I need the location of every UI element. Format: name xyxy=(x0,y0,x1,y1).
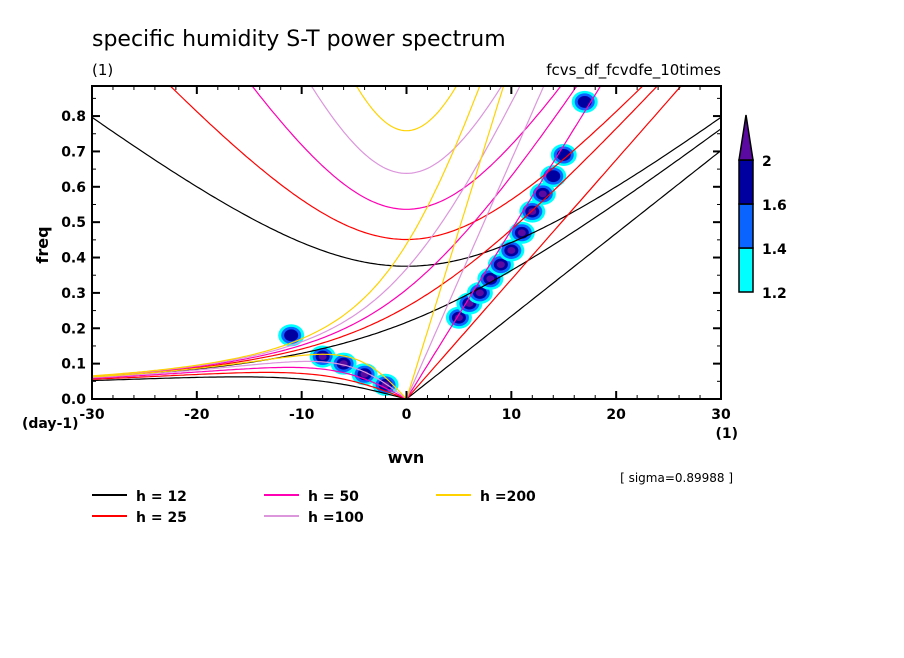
y-tick-label: 0.4 xyxy=(61,251,86,267)
y-tick-label: 0.3 xyxy=(61,286,86,302)
spectral-peak xyxy=(496,261,505,269)
y-unit-label: (day-1) xyxy=(22,416,79,432)
spectral-peak xyxy=(507,247,516,254)
dispersion-rossby-h25 xyxy=(92,371,407,399)
colorbar-segment xyxy=(738,247,754,293)
spectral-peak xyxy=(577,95,592,108)
x-tick-label: 0 xyxy=(402,407,412,423)
dispersion-ig-h100 xyxy=(310,86,503,175)
subtitle-right: fcvs_df_fcvdfe_10times xyxy=(546,61,721,80)
legend-label: h = 50 xyxy=(308,489,359,505)
colorbar-segment xyxy=(738,159,754,205)
legend-label: h = 25 xyxy=(136,510,187,526)
y-tick-label: 0.6 xyxy=(61,180,86,196)
spectrum-field xyxy=(278,90,598,396)
dispersion-mrg-h50 xyxy=(92,86,578,377)
spectral-peak xyxy=(517,229,526,237)
x-tick-label: 10 xyxy=(502,407,522,423)
dispersion-rossby-h12 xyxy=(92,376,407,399)
legend-label: h =100 xyxy=(308,510,364,526)
dispersion-mrg-h25 xyxy=(92,86,659,378)
spectral-peak xyxy=(284,329,299,342)
legend-label: h =200 xyxy=(480,489,536,505)
dispersion-rossby-h100 xyxy=(92,360,407,399)
dispersion-ig-h25 xyxy=(169,86,644,241)
x-tick-label: -30 xyxy=(79,407,105,423)
y-tick-label: 0.0 xyxy=(61,392,86,408)
spectral-peak xyxy=(538,190,547,198)
dispersion-curves xyxy=(92,86,721,399)
dispersion-kelvin-h100 xyxy=(405,86,545,399)
x-tick-label: 20 xyxy=(606,407,626,423)
plot-frame xyxy=(91,85,722,400)
spectral-peak xyxy=(528,208,537,215)
dispersion-mrg-h100 xyxy=(92,86,521,377)
colorbar-label: 1.6 xyxy=(762,198,787,214)
spectral-peak xyxy=(546,170,561,183)
dispersion-ig-h200 xyxy=(355,86,458,132)
y-tick-label: 0.7 xyxy=(61,144,86,160)
y-tick-label: 0.8 xyxy=(61,109,86,125)
legend-label: h = 12 xyxy=(136,489,187,505)
x-tick-label: -10 xyxy=(289,407,315,423)
dispersion-ig-h12 xyxy=(92,116,721,267)
x-unit-label: (1) xyxy=(715,426,738,442)
colorbar: 1.2 1.4 1.6 2 xyxy=(738,114,787,302)
colorbar-label: 2 xyxy=(762,154,772,170)
dispersion-mrg-h12 xyxy=(92,128,721,378)
dispersion-kelvin-h200 xyxy=(405,86,505,399)
dispersion-kelvin-h50 xyxy=(405,86,602,399)
colorbar-label: 1.4 xyxy=(762,242,787,258)
y-tick-label: 0.2 xyxy=(61,321,86,337)
x-axis-label: wvn xyxy=(388,448,425,467)
x-tick-label: 30 xyxy=(711,407,731,423)
y-tick-label: 0.1 xyxy=(61,357,86,373)
colorbar-segment xyxy=(738,203,754,249)
spectral-peak xyxy=(475,289,484,297)
subtitle-left: (1) xyxy=(92,61,113,79)
dispersion-kelvin-h25 xyxy=(406,86,682,399)
dispersion-rossby-h200 xyxy=(92,353,407,399)
spectral-peak xyxy=(486,275,495,283)
sigma-annotation: [ sigma=0.89988 ] xyxy=(620,471,733,485)
colorbar-extend-triangle xyxy=(738,114,754,161)
dispersion-ig-h50 xyxy=(251,86,562,210)
dispersion-mrg-h200 xyxy=(92,86,481,377)
axis-ticks: -30 -20 -10 0 10 20 30 0.0 0.1 0.2 0.3 0.4 0.5 0.6 0.7… xyxy=(61,86,731,423)
chart-title: specific humidity S-T power spectrum xyxy=(92,27,506,52)
colorbar-label: 1.2 xyxy=(762,286,787,302)
dispersion-kelvin-h12 xyxy=(406,150,721,399)
y-axis-label: freq xyxy=(33,226,52,263)
x-tick-label: -20 xyxy=(184,407,210,423)
spectral-peak xyxy=(454,314,463,322)
legend: h = 12 h = 25 h = 50 h =100 h =200 xyxy=(92,489,536,526)
y-tick-label: 0.5 xyxy=(61,215,86,231)
dispersion-rossby-h50 xyxy=(92,366,407,399)
